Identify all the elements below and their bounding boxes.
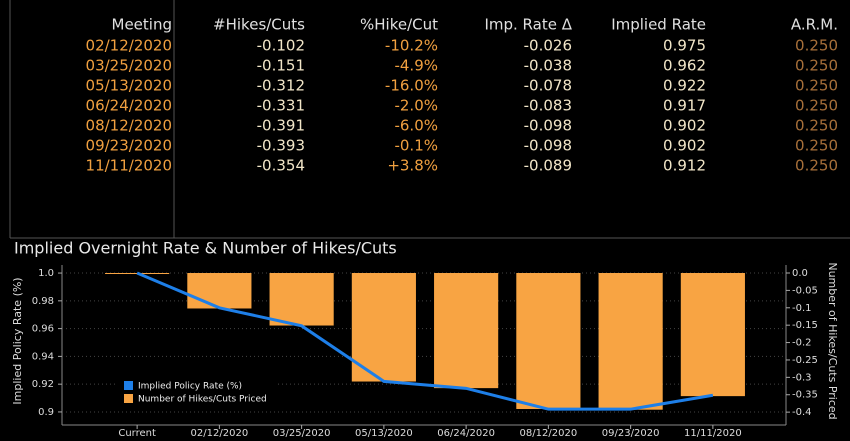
y2-tick-label: -0.15 <box>792 320 818 331</box>
table-cell: -0.1% <box>394 137 438 155</box>
x-tick-label: 11/11/2020 <box>684 428 742 437</box>
table-cell: 0.917 <box>663 97 706 115</box>
y2-tick-label: -0.2 <box>792 338 812 349</box>
table-cell: -0.151 <box>257 57 305 75</box>
bar <box>516 273 581 409</box>
table-cell: 03/25/2020 <box>86 57 172 75</box>
column-header: A.R.M. <box>791 16 838 34</box>
table-cell: 0.250 <box>795 37 838 55</box>
table-cell: -0.312 <box>257 77 305 95</box>
table-cell: 0.902 <box>663 137 706 155</box>
table-cell: 0.962 <box>663 57 706 75</box>
y2-tick-label: -0.3 <box>792 372 812 383</box>
column-header: %Hike/Cut <box>360 16 438 34</box>
table-cell: -0.089 <box>524 157 572 175</box>
table-cell: -0.026 <box>524 37 572 55</box>
table-cell: 0.250 <box>795 157 838 175</box>
table-cell: -0.102 <box>257 37 305 55</box>
table-cell: 0.912 <box>663 157 706 175</box>
table-cell: 02/12/2020 <box>86 37 172 55</box>
x-tick-label: 06/24/2020 <box>437 428 495 437</box>
y2-tick-label: -0.1 <box>792 303 812 314</box>
y-tick-label: 0.96 <box>32 324 54 335</box>
table-cell: 0.250 <box>795 137 838 155</box>
y-tick-label: 0.92 <box>32 379 54 390</box>
table-cell: -4.9% <box>394 57 438 75</box>
table-cell: -0.391 <box>257 117 305 135</box>
table-cell: 05/13/2020 <box>86 77 172 95</box>
table-cell: +3.8% <box>387 157 438 175</box>
x-tick-label: 08/12/2020 <box>520 428 578 437</box>
x-tick-label: 02/12/2020 <box>191 428 249 437</box>
table-cell: 06/24/2020 <box>86 97 172 115</box>
x-tick-label: 03/25/2020 <box>273 428 331 437</box>
legend-label: Implied Policy Rate (%) <box>138 382 242 392</box>
x-tick-label: 09/23/2020 <box>602 428 660 437</box>
y2-tick-label: 0.0 <box>792 268 808 279</box>
y-tick-label: 0.98 <box>32 296 54 307</box>
table-cell: 0.975 <box>663 37 706 55</box>
table-cell: 0.250 <box>795 97 838 115</box>
table-cell: -0.331 <box>257 97 305 115</box>
y2-tick-label: -0.05 <box>792 285 818 296</box>
y-tick-label: 0.9 <box>38 407 54 418</box>
y2-tick-label: -0.4 <box>792 407 812 418</box>
y-tick-label: 1.0 <box>38 268 54 279</box>
table-cell: -0.354 <box>257 157 305 175</box>
y2-axis-label: Number of Hikes/Cuts Priced <box>826 262 839 419</box>
legend-swatch <box>124 394 133 403</box>
y2-tick-label: -0.35 <box>792 390 818 401</box>
table-cell: 0.902 <box>663 117 706 135</box>
x-tick-label: Current <box>118 428 156 437</box>
table-cell: -0.038 <box>524 57 572 75</box>
y2-tick-label: -0.25 <box>792 355 818 366</box>
table-cell: 0.922 <box>663 77 706 95</box>
table-cell: 0.250 <box>795 77 838 95</box>
bar <box>269 273 334 326</box>
table-cell: -10.2% <box>385 37 438 55</box>
table-cell: -0.083 <box>524 97 572 115</box>
column-header: Meeting <box>112 16 172 34</box>
line <box>136 271 714 411</box>
bar <box>434 273 499 389</box>
table-cell: -2.0% <box>394 97 438 115</box>
table-cell: -0.098 <box>524 117 572 135</box>
bar <box>351 273 416 382</box>
table-cell: -0.393 <box>257 137 305 155</box>
table-cell: -6.0% <box>394 117 438 135</box>
column-header: #Hikes/Cuts <box>213 16 305 34</box>
y-axis-label: Implied Policy Rate (%) <box>11 277 24 404</box>
table-cell: -16.0% <box>385 77 438 95</box>
chart-title: Implied Overnight Rate & Number of Hikes… <box>14 239 397 258</box>
legend-swatch <box>124 381 133 390</box>
table-cell: -0.098 <box>524 137 572 155</box>
table-cell: 11/11/2020 <box>86 157 172 175</box>
y-tick-label: 0.94 <box>32 351 54 362</box>
legend <box>118 378 278 408</box>
x-tick-label: 05/13/2020 <box>355 428 413 437</box>
legend-label: Number of Hikes/Cuts Priced <box>138 395 267 405</box>
bar <box>680 273 745 397</box>
table-cell: 09/23/2020 <box>86 137 172 155</box>
bar <box>187 273 252 309</box>
table-cell: -0.078 <box>524 77 572 95</box>
bar <box>598 273 663 410</box>
column-header: Imp. Rate Δ <box>484 16 572 34</box>
table-cell: 0.250 <box>795 117 838 135</box>
column-header: Implied Rate <box>611 16 706 34</box>
table-cell: 0.250 <box>795 57 838 75</box>
table-cell: 08/12/2020 <box>86 117 172 135</box>
